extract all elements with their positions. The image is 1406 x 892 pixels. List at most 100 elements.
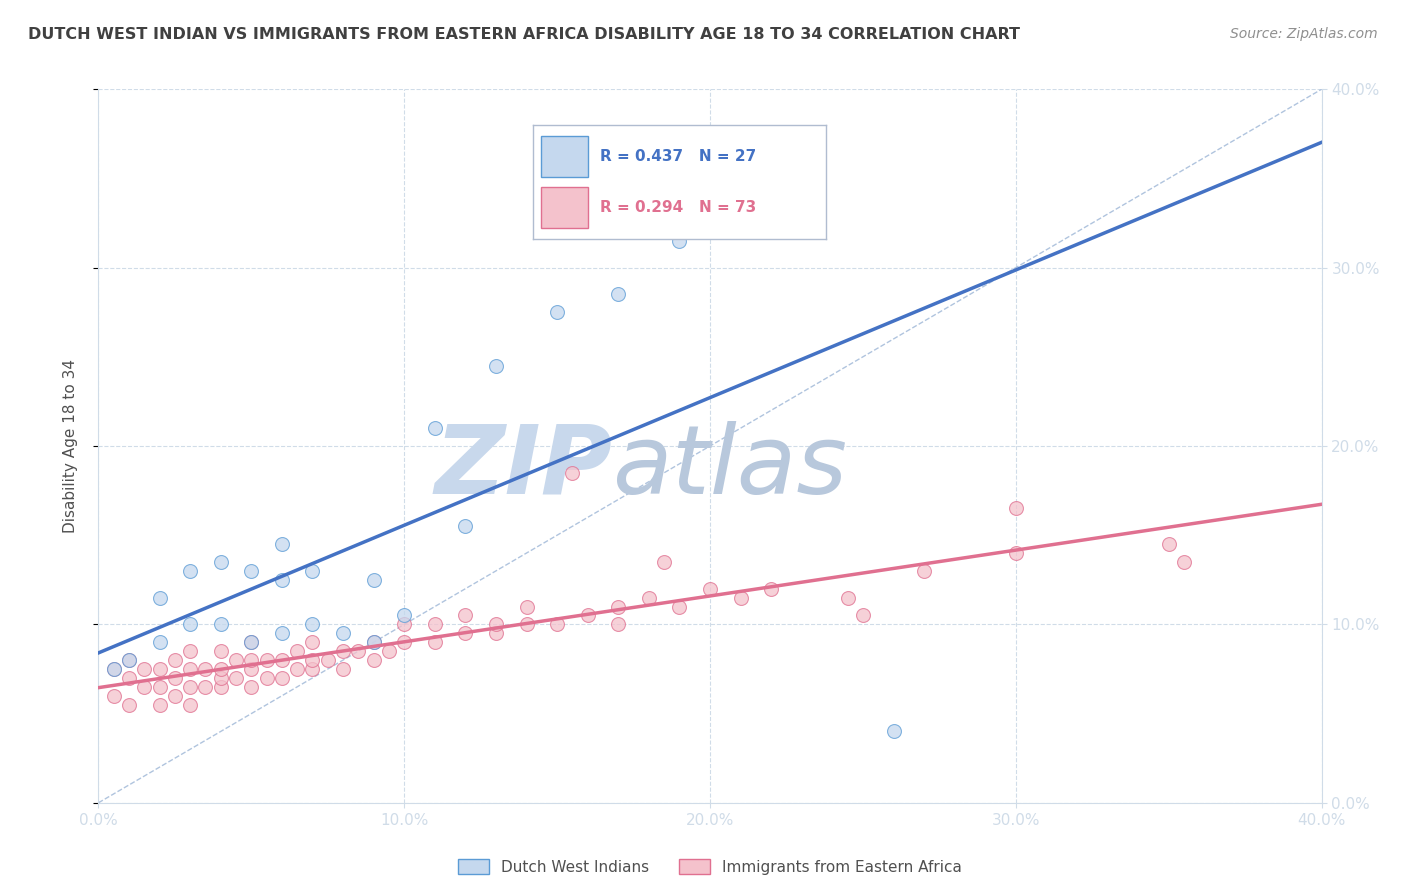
Point	[454, 608, 477, 623]
Point	[209, 662, 232, 676]
Point	[118, 653, 141, 667]
Point	[699, 582, 721, 596]
Point	[1004, 546, 1026, 560]
Point	[163, 689, 186, 703]
Point	[118, 653, 141, 667]
Point	[454, 519, 477, 533]
Point	[516, 617, 538, 632]
Point	[652, 555, 675, 569]
Point	[270, 671, 292, 685]
Point	[332, 662, 354, 676]
Point	[1157, 537, 1180, 551]
Point	[240, 635, 263, 649]
Point	[225, 653, 247, 667]
Point	[316, 653, 339, 667]
Point	[240, 635, 263, 649]
Point	[332, 644, 354, 658]
Point	[607, 617, 630, 632]
Point	[118, 698, 141, 712]
Point	[454, 626, 477, 640]
Point	[363, 653, 385, 667]
Point	[270, 537, 292, 551]
Point	[485, 626, 508, 640]
Point	[194, 662, 217, 676]
Point	[516, 599, 538, 614]
Point	[730, 180, 752, 194]
Point	[179, 644, 201, 658]
Point	[270, 626, 292, 640]
Point	[209, 644, 232, 658]
Point	[607, 599, 630, 614]
Point	[209, 617, 232, 632]
Point	[149, 591, 172, 605]
Point	[546, 617, 568, 632]
Point	[852, 608, 875, 623]
Point	[637, 591, 661, 605]
Point	[423, 635, 446, 649]
Point	[561, 466, 583, 480]
Point	[301, 653, 323, 667]
Point	[149, 698, 172, 712]
Point	[209, 671, 232, 685]
Point	[103, 689, 125, 703]
Point	[392, 617, 416, 632]
Point	[576, 608, 599, 623]
Point	[103, 662, 125, 676]
Point	[134, 662, 156, 676]
Legend: Dutch West Indians, Immigrants from Eastern Africa: Dutch West Indians, Immigrants from East…	[451, 853, 969, 880]
Point	[270, 573, 292, 587]
Point	[194, 680, 217, 694]
Point	[1173, 555, 1195, 569]
Point	[179, 617, 201, 632]
Point	[423, 617, 446, 632]
Point	[163, 671, 186, 685]
Point	[883, 724, 905, 739]
Point	[240, 680, 263, 694]
Point	[179, 564, 201, 578]
Point	[163, 653, 186, 667]
Point	[240, 662, 263, 676]
Point	[285, 662, 308, 676]
Point	[225, 671, 247, 685]
Text: atlas: atlas	[612, 421, 848, 514]
Point	[103, 662, 125, 676]
Point	[179, 680, 201, 694]
Point	[378, 644, 401, 658]
Point	[392, 635, 416, 649]
Point	[730, 591, 752, 605]
Point	[759, 582, 782, 596]
Point	[149, 635, 172, 649]
Point	[301, 662, 323, 676]
Point	[256, 671, 278, 685]
Point	[118, 671, 141, 685]
Point	[607, 287, 630, 301]
Point	[668, 599, 690, 614]
Point	[301, 564, 323, 578]
Point	[363, 635, 385, 649]
Point	[485, 617, 508, 632]
Point	[179, 698, 201, 712]
Point	[347, 644, 370, 658]
Point	[209, 555, 232, 569]
Point	[301, 635, 323, 649]
Point	[363, 573, 385, 587]
Point	[485, 359, 508, 373]
Point	[837, 591, 859, 605]
Point	[256, 653, 278, 667]
Point	[285, 644, 308, 658]
Point	[392, 608, 416, 623]
Point	[546, 305, 568, 319]
Point	[423, 421, 446, 435]
Point	[149, 680, 172, 694]
Point	[240, 564, 263, 578]
Text: Source: ZipAtlas.com: Source: ZipAtlas.com	[1230, 27, 1378, 41]
Point	[270, 653, 292, 667]
Point	[240, 653, 263, 667]
Point	[668, 234, 690, 248]
Point	[301, 617, 323, 632]
Text: DUTCH WEST INDIAN VS IMMIGRANTS FROM EASTERN AFRICA DISABILITY AGE 18 TO 34 CORR: DUTCH WEST INDIAN VS IMMIGRANTS FROM EAS…	[28, 27, 1021, 42]
Text: ZIP: ZIP	[434, 421, 612, 514]
Point	[134, 680, 156, 694]
Point	[209, 680, 232, 694]
Point	[332, 626, 354, 640]
